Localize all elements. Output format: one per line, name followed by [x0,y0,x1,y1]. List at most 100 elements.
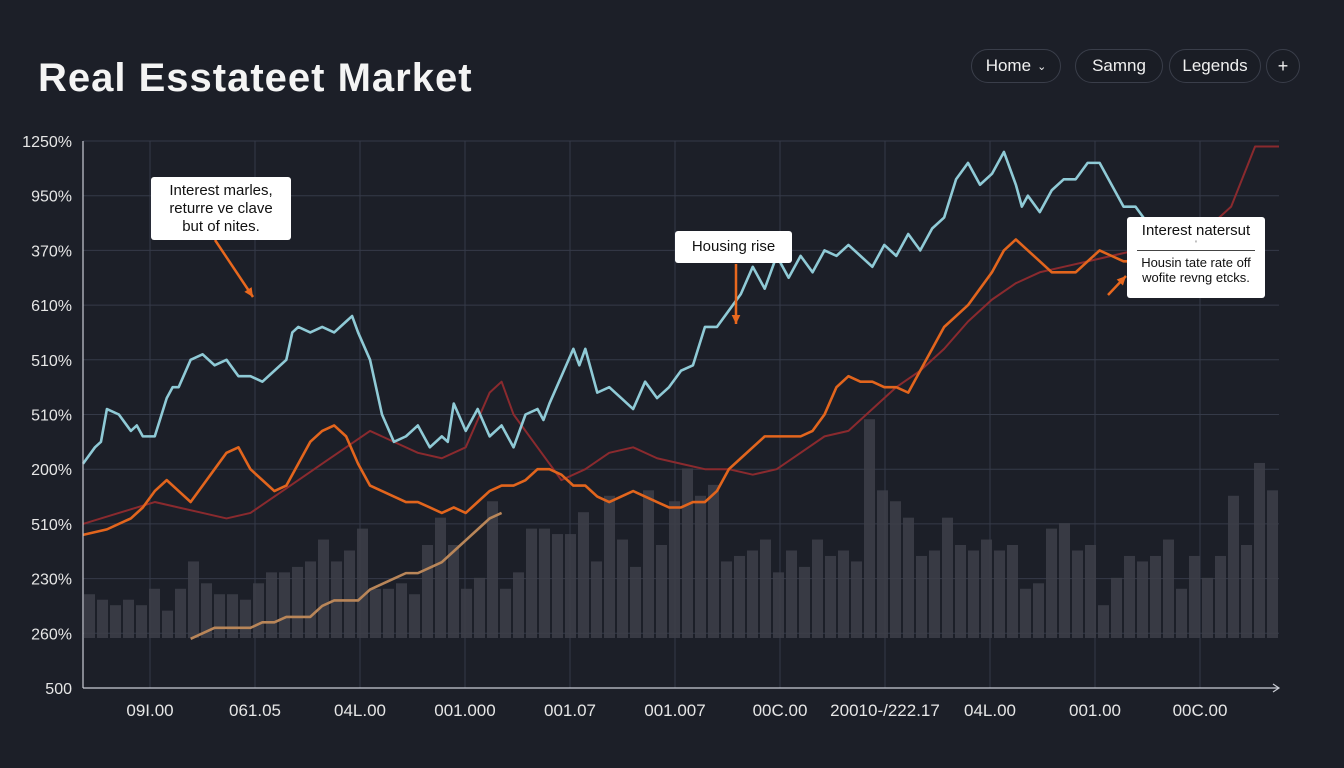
x-tick-label: 04L.00 [964,701,1016,720]
legends-button[interactable]: Legends [1169,49,1261,83]
volume-bar [851,561,862,638]
volume-bar [266,572,277,638]
volume-bar [1176,588,1187,638]
volume-bar [1254,462,1265,638]
annotation-line: Housin tate rate off [1141,255,1251,270]
volume-bar [1072,550,1083,638]
volume-bar [461,588,472,638]
volume-bar [1111,577,1122,638]
volume-bars [84,419,1278,638]
series-line-home-sales [82,145,1279,525]
volume-bar [162,610,173,638]
volume-bar [1137,561,1148,638]
volume-bar [1007,545,1018,638]
volume-bar [110,605,121,638]
volume-bar [812,539,823,638]
volume-bar [695,495,706,638]
volume-bar [877,490,888,638]
x-tick-label: 09I.00 [126,701,173,720]
volume-bar [1085,545,1096,638]
x-tick-label: 001.007 [644,701,705,720]
volume-bar [981,539,992,638]
volume-bar [1059,523,1070,638]
volume-bar [1150,555,1161,638]
series-line-rental-yield [190,511,503,640]
legends-button-label: Legends [1182,56,1248,75]
y-tick-label: 260% [31,626,72,643]
y-tick-label: 1250% [22,134,72,151]
volume-bar [201,583,212,638]
y-tick-label: 510% [31,353,72,370]
volume-bar [760,539,771,638]
volume-bar [786,550,797,638]
plus-icon: + [1277,55,1289,76]
annotation-text: Housing rise [691,238,776,255]
volume-bar [929,550,940,638]
x-tick-label: 001.07 [544,701,596,720]
volume-bar [1202,577,1213,638]
volume-bar [968,550,979,638]
volume-bar [539,528,550,638]
volume-bar [747,550,758,638]
y-tick-label: 510% [31,517,72,534]
volume-bar [617,539,628,638]
volume-bar [136,605,147,638]
volume-bar [253,583,264,638]
home-button-label: Home [985,56,1032,75]
chart-axes [82,141,1281,693]
page-title: Real Esstateet Market [38,56,473,100]
series-lines [81,145,1279,640]
x-tick-label: 20010-/222.17 [830,701,940,720]
volume-bar [578,512,589,638]
volume-bar [773,572,784,638]
volume-bar [357,528,368,638]
volume-bar [890,501,901,638]
annotation-line: wofite revng etcks. [1142,270,1250,285]
volume-bar [422,545,433,638]
volume-bar [123,599,134,638]
volume-bar [708,484,719,638]
volume-bar [305,561,316,638]
x-axis-arrow [1272,683,1281,693]
x-tick-label: 00C.00 [753,701,808,720]
y-tick-label: 610% [31,298,72,315]
arrow-head [1116,276,1126,286]
volume-bar [682,468,693,638]
volume-bar [591,561,602,638]
volume-bar [1228,495,1239,638]
volume-bar [149,588,160,638]
y-tick-label: 950% [31,189,72,206]
arrow-head [244,287,253,297]
y-tick-label: 510% [31,408,72,425]
x-tick-label: 04L.00 [334,701,386,720]
volume-bar [318,539,329,638]
x-tick-label: 061.05 [229,701,281,720]
arrow-head [731,314,741,324]
volume-bar [513,572,524,638]
volume-bar [552,534,563,638]
x-tick-label: 001.000 [434,701,495,720]
saving-button[interactable]: Samng [1075,49,1163,83]
volume-bar [1046,528,1057,638]
arrow-line [213,239,255,298]
volume-bar [448,545,459,638]
volume-bar [292,566,303,638]
home-button[interactable]: Home ⌄ [971,49,1061,83]
y-tick-label: 230% [31,572,72,589]
volume-bar [383,588,394,638]
annotation-divider [1137,250,1255,251]
annotation-arrows [213,239,1127,324]
volume-bar [825,555,836,638]
volume-bar [994,550,1005,638]
volume-bar [604,495,615,638]
volume-bar [955,545,966,638]
volume-bar [487,501,498,638]
volume-bar [214,594,225,638]
series-line-housing-index [81,150,1184,465]
volume-bar [279,572,290,638]
volume-bar [838,550,849,638]
annotation-line: returre ve clave [169,200,273,217]
volume-bar [409,594,420,638]
add-button[interactable]: + [1266,49,1300,83]
volume-bar [734,555,745,638]
